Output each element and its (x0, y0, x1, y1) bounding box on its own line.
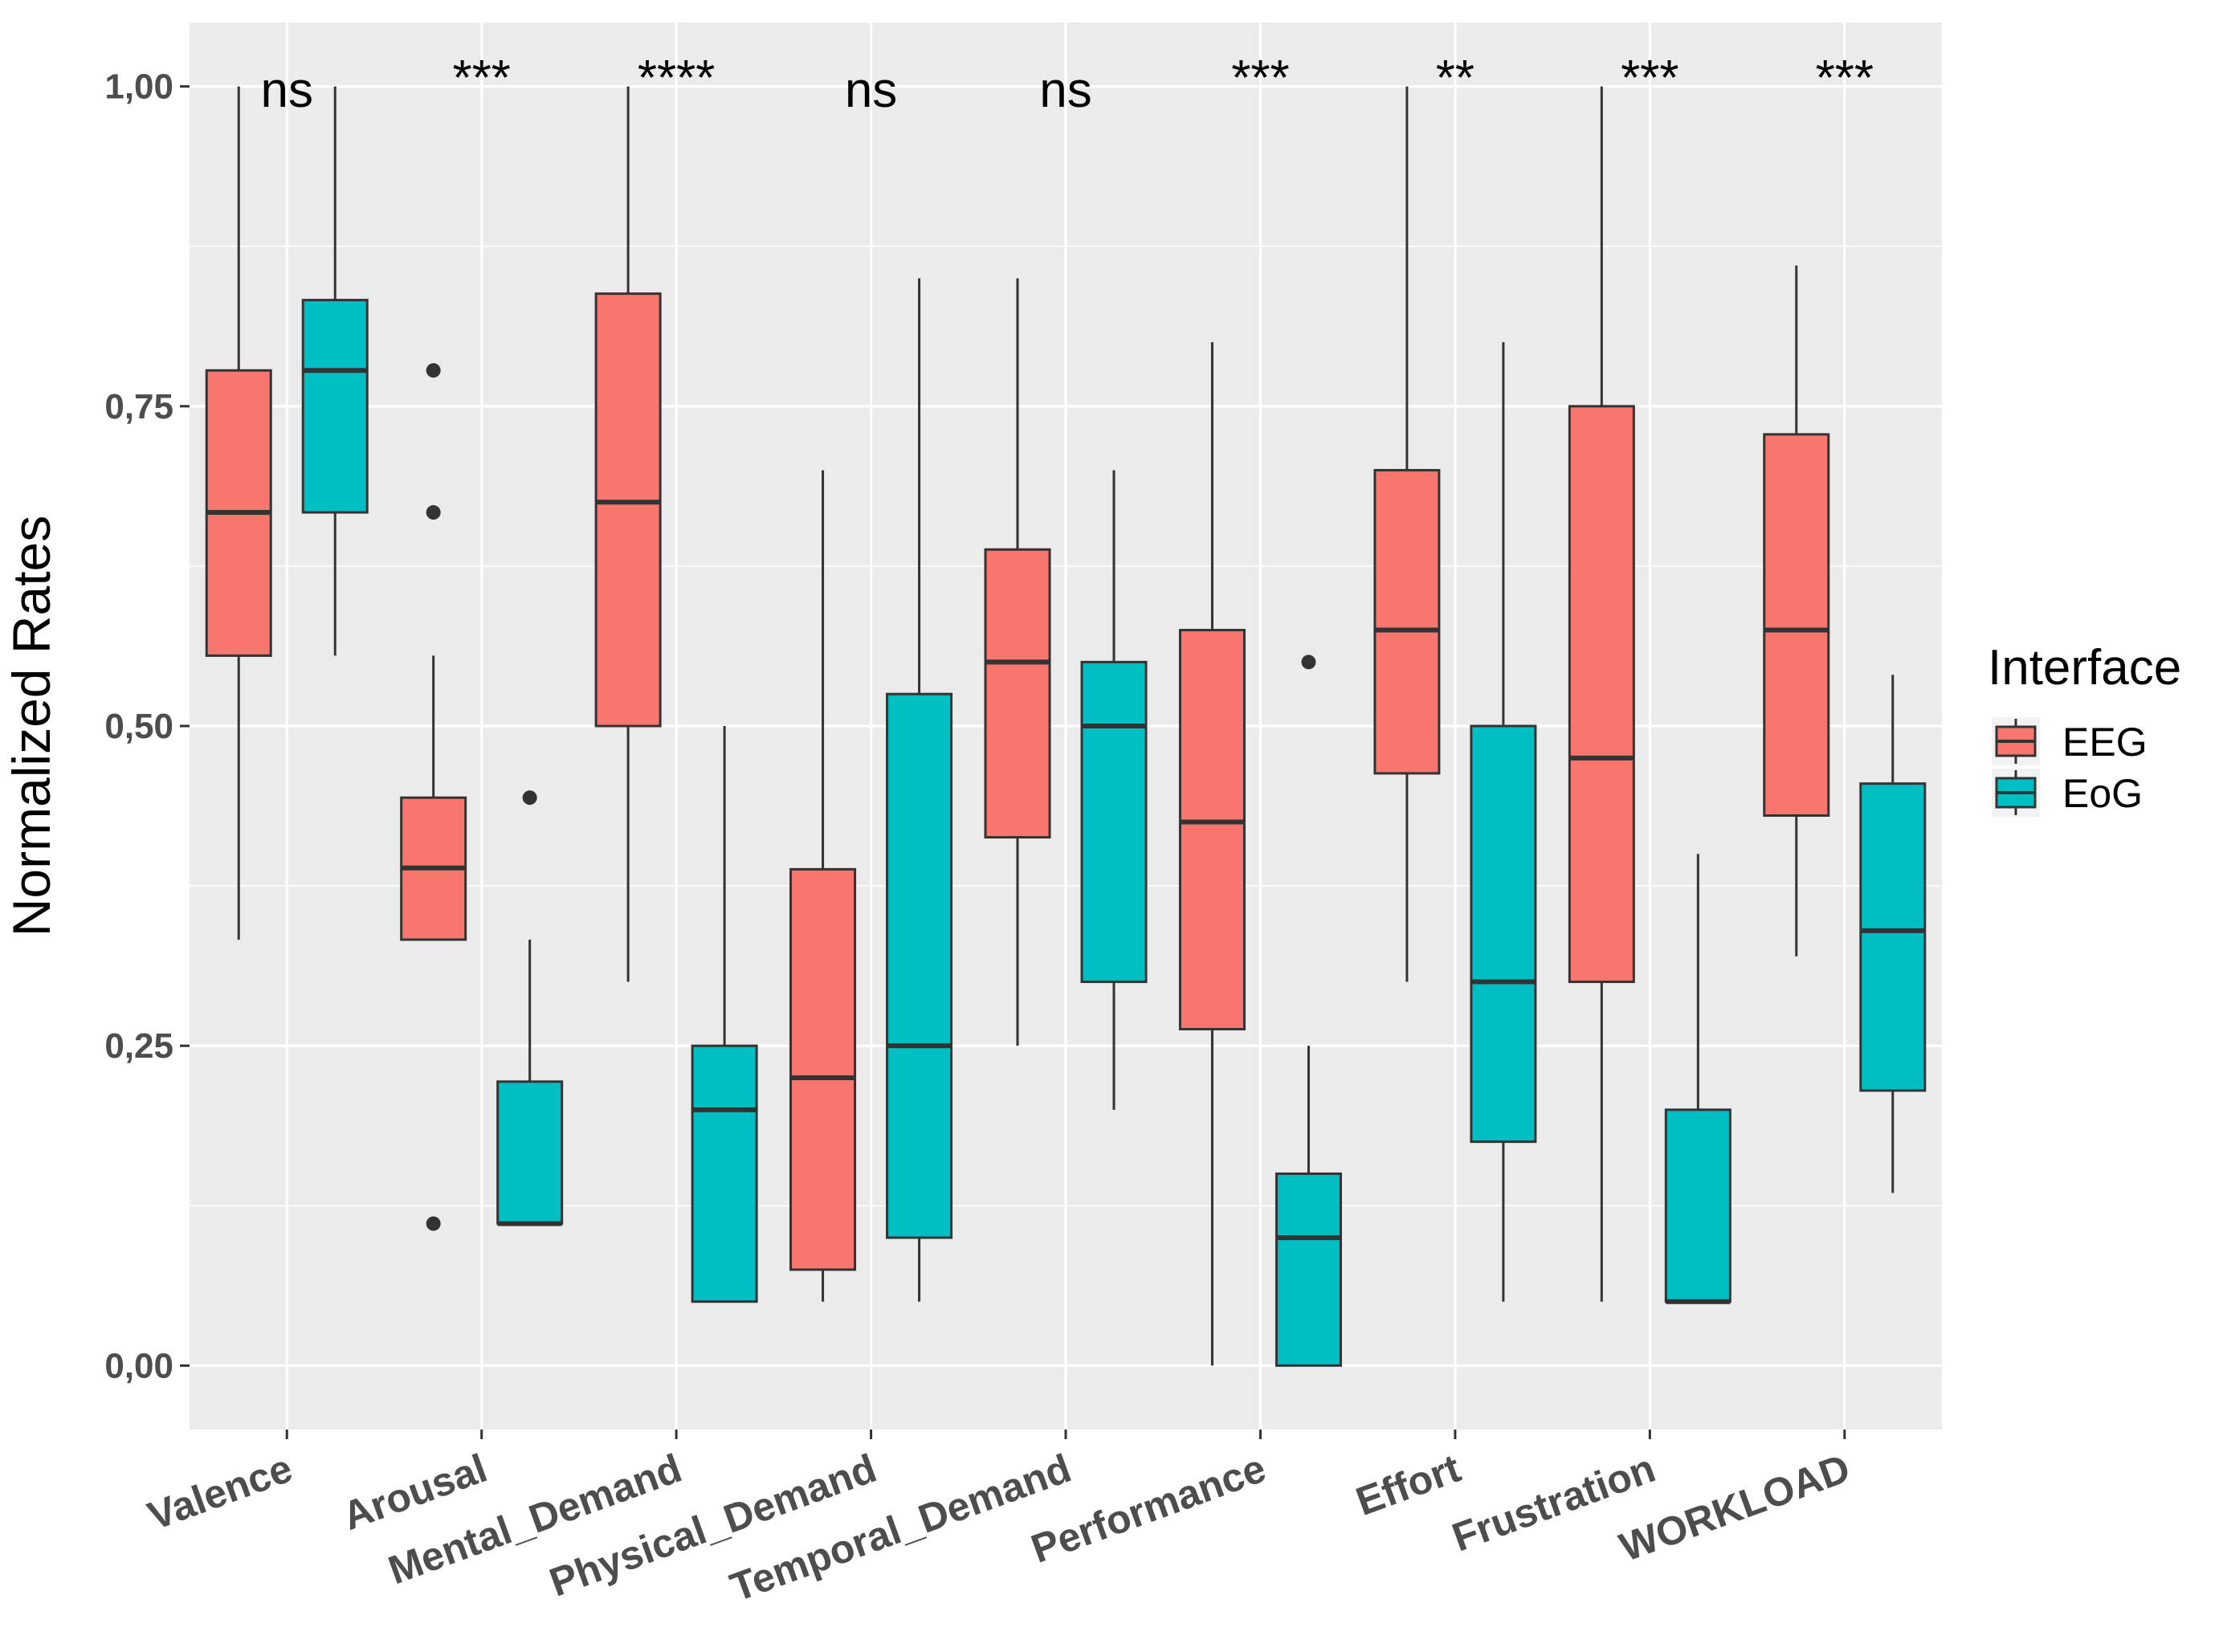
outlier-point (426, 505, 441, 520)
box-eeg-effort (1373, 86, 1441, 982)
x-tick-label: Effort (1350, 1446, 1466, 1524)
outlier-point (522, 790, 537, 806)
outlier-point (1301, 655, 1316, 670)
outlier-point (426, 1216, 441, 1231)
box-eeg-physical_demand (789, 470, 857, 1302)
box-iqr (1664, 1108, 1731, 1303)
legend-items: EEG EoG (1992, 717, 2148, 817)
box-eog-performance (1275, 655, 1342, 1367)
significance-label: *** (452, 51, 510, 106)
box-iqr (1373, 468, 1441, 775)
box-iqr (1859, 782, 1927, 1092)
box-eog-physical_demand (886, 278, 953, 1302)
x-tick-label: Temporal_Demand (724, 1446, 1077, 1610)
significance-label: *** (1621, 51, 1678, 106)
x-tick-label: Valence (142, 1446, 298, 1539)
box-iqr (594, 292, 662, 728)
y-axis-label: Normalized Rates (2, 516, 61, 937)
box-eog-valence (301, 86, 369, 656)
box-eeg-performance (1178, 342, 1246, 1366)
outlier-point (426, 363, 441, 378)
box-iqr (691, 1044, 758, 1303)
box-eeg-temporal_demand (984, 278, 1051, 1046)
y-tick-label: 1,00 (104, 67, 173, 107)
significance-layer: ns *** **** ns ns *** ** *** *** (260, 51, 1873, 118)
y-tick-label: 0,25 (104, 1026, 173, 1066)
box-iqr (1178, 629, 1246, 1030)
significance-label: ns (1039, 63, 1091, 118)
box-iqr (984, 548, 1051, 839)
box-eeg-frustration (1568, 86, 1635, 1302)
box-eog-frustration (1664, 854, 1731, 1304)
box-eeg-workload (1763, 265, 1830, 957)
box-iqr (1568, 405, 1635, 984)
significance-label: ** (1436, 51, 1475, 106)
y-tick-label: 0,75 (104, 387, 173, 426)
box-eog-arousal (496, 790, 564, 1226)
y-tick-label: 0,00 (104, 1346, 173, 1385)
box-eeg-mental_demand (594, 86, 662, 982)
box-eog-effort (1470, 342, 1537, 1302)
box-iqr (789, 867, 857, 1271)
significance-label: ns (260, 63, 312, 118)
significance-label: *** (1231, 51, 1289, 106)
x-tick-label: Physical_Demand (544, 1446, 882, 1605)
box-iqr (496, 1080, 564, 1226)
significance-label: *** (1816, 51, 1874, 106)
significance-label: ns (845, 63, 897, 118)
box-iqr (1080, 660, 1148, 984)
legend-item-eog: EoG (1992, 769, 2143, 817)
box-layer (205, 86, 1927, 1367)
legend-item-eeg: EEG (1992, 717, 2148, 765)
box-eeg-valence (205, 86, 272, 940)
box-iqr (1763, 433, 1830, 817)
box-eog-temporal_demand (1080, 470, 1148, 1110)
y-tick-label: 0,50 (104, 707, 173, 746)
box-eog-mental_demand (691, 726, 758, 1303)
box-eeg-arousal (400, 363, 467, 1231)
legend-title: Interface (1988, 640, 2181, 695)
box-iqr (301, 299, 369, 514)
legend-label: EoG (2062, 771, 2143, 816)
box-iqr (1470, 724, 1537, 1144)
box-iqr (886, 692, 953, 1239)
box-eog-workload (1859, 675, 1927, 1193)
legend-label: EEG (2062, 720, 2148, 765)
significance-label: **** (638, 51, 716, 106)
legend: Interface EEG EoG (1988, 640, 2181, 817)
box-iqr (1275, 1172, 1342, 1367)
grid-lines (190, 22, 1942, 1430)
